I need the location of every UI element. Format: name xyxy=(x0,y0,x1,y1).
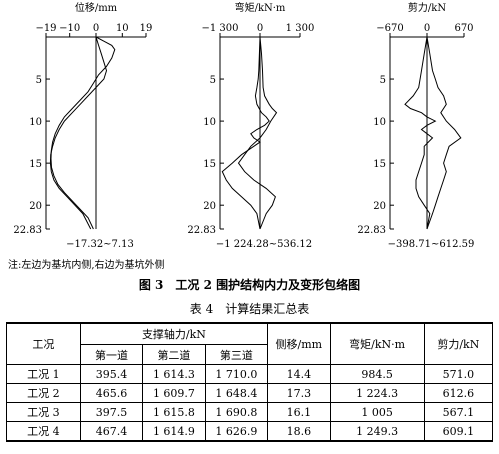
table-cell-case: 工况 1 xyxy=(6,364,81,384)
depth-tick-label: 5 xyxy=(36,75,42,86)
table-caption: 表 4 计算结果汇总表 xyxy=(189,302,310,316)
table-cell: 1 224.3 xyxy=(329,383,425,403)
envelope-curve xyxy=(404,36,437,230)
depth-tick-label: 5 xyxy=(380,75,386,86)
table-cell: 1 614.9 xyxy=(142,421,206,442)
envelope-curve xyxy=(426,36,462,230)
table-cell: 1 626.9 xyxy=(204,421,269,442)
depth-tick-label: 20 xyxy=(203,201,216,212)
depth-tick-label: 10 xyxy=(203,117,216,128)
envelope-curve xyxy=(221,36,270,230)
table-cell-case: 工况 3 xyxy=(6,402,81,422)
x-tick-label: −1 300 xyxy=(201,23,238,34)
depth-tick-label: 15 xyxy=(373,159,386,170)
table-row: 工况 3 397.5 1 615.8 1 690.8 16.1 1 005 567.1 xyxy=(6,402,494,422)
table-cell: 1 609.7 xyxy=(142,383,206,403)
depth-tick-label: 20 xyxy=(373,201,386,212)
panel-title: 剪力/kN xyxy=(408,1,446,14)
x-tick-label: −19 xyxy=(35,23,56,34)
figure-note: 注:左边为基坑内侧,右边为基坑外侧 xyxy=(8,260,165,271)
x-tick-label: 0 xyxy=(93,23,99,34)
table-cell: 467.4 xyxy=(79,421,144,442)
panel-title: 弯矩/kN·m xyxy=(235,1,286,14)
table-cell: 1 710.0 xyxy=(204,364,269,384)
header-shear: 剪力/kN xyxy=(423,322,494,365)
table-cell-case: 工况 4 xyxy=(6,421,81,442)
x-tick-label: 19 xyxy=(140,23,153,34)
range-label: −17.32~7.13 xyxy=(66,239,134,250)
table-cell: 984.5 xyxy=(329,364,425,384)
depth-tick-label: 20 xyxy=(29,201,42,212)
table-cell-case: 工况 2 xyxy=(6,383,81,403)
header-disp: 侧移/mm xyxy=(267,322,331,365)
depth-tick-label: 5 xyxy=(210,75,216,86)
depth-tick-label: 22.83 xyxy=(187,225,216,236)
depth-tick-label: 22.83 xyxy=(357,225,386,236)
summary-table: 工况 支撑轴力/kN 侧移/mm 弯矩/kN·m 剪力/kN 第一道 第二道 第… xyxy=(6,322,494,442)
table-cell: 14.4 xyxy=(267,364,331,384)
table-cell: 1 249.3 xyxy=(329,421,425,442)
x-tick-label: 0 xyxy=(424,23,430,34)
table-cell: 17.3 xyxy=(267,383,331,403)
table-row: 工况 1 395.4 1 614.3 1 710.0 14.4 984.5 571.0 xyxy=(6,364,494,384)
table-cell: 1 614.3 xyxy=(142,364,206,384)
table-cell: 609.1 xyxy=(423,421,494,442)
depth-tick-label: 10 xyxy=(373,117,386,128)
header-axial-3: 第三道 xyxy=(204,344,269,365)
table-cell: 397.5 xyxy=(79,402,144,422)
table-cell: 612.6 xyxy=(423,383,494,403)
table-row: 工况 2 465.6 1 609.7 1 648.4 17.3 1 224.3 612.6 xyxy=(6,383,494,403)
table-cell: 567.1 xyxy=(423,402,494,422)
header-axial-1: 第一道 xyxy=(79,344,144,365)
table-cell: 395.4 xyxy=(79,364,144,384)
envelope-curve xyxy=(49,36,108,230)
header-axial-group: 支撑轴力/kN xyxy=(79,322,269,345)
table-cell: 465.6 xyxy=(79,383,144,403)
depth-tick-label: 10 xyxy=(29,117,42,128)
panel-title: 位移/mm xyxy=(75,1,118,14)
x-tick-label: 0 xyxy=(257,23,263,34)
range-label: −398.71~612.59 xyxy=(388,239,475,250)
table-cell: 1 005 xyxy=(329,402,425,422)
envelope-figure: 位移/mm −19 −10 0 10 19 5 10 15 20 22.83 −17.32~7.13 弯… xyxy=(13,1,475,250)
table-cell: 16.1 xyxy=(267,402,331,422)
envelope-curve xyxy=(237,36,278,230)
table-cell: 18.6 xyxy=(267,421,331,442)
x-tick-label: −670 xyxy=(376,23,403,34)
depth-tick-label: 15 xyxy=(203,159,216,170)
x-tick-label: 10 xyxy=(116,23,129,34)
table-row: 工况 4 467.4 1 614.9 1 626.9 18.6 1 249.3 609.1 xyxy=(6,421,494,442)
header-axial-2: 第二道 xyxy=(142,344,206,365)
table-cell: 571.0 xyxy=(423,364,494,384)
range-label: −1 224.28~536.12 xyxy=(216,239,312,250)
figure-caption: 图 3 工况 2 围护结构内力及变形包络图 xyxy=(138,278,361,292)
header-moment: 弯矩/kN·m xyxy=(329,322,425,365)
table-cell: 1 690.8 xyxy=(204,402,269,422)
envelope-curve xyxy=(50,36,116,230)
x-tick-label: 670 xyxy=(454,23,473,34)
header-case: 工况 xyxy=(6,322,81,365)
x-tick-label: 1 300 xyxy=(286,23,315,34)
depth-tick-label: 22.83 xyxy=(13,225,42,236)
table-cell: 1 648.4 xyxy=(204,383,269,403)
table-cell: 1 615.8 xyxy=(142,402,206,422)
depth-tick-label: 15 xyxy=(29,159,42,170)
x-tick-label: −10 xyxy=(59,23,80,34)
